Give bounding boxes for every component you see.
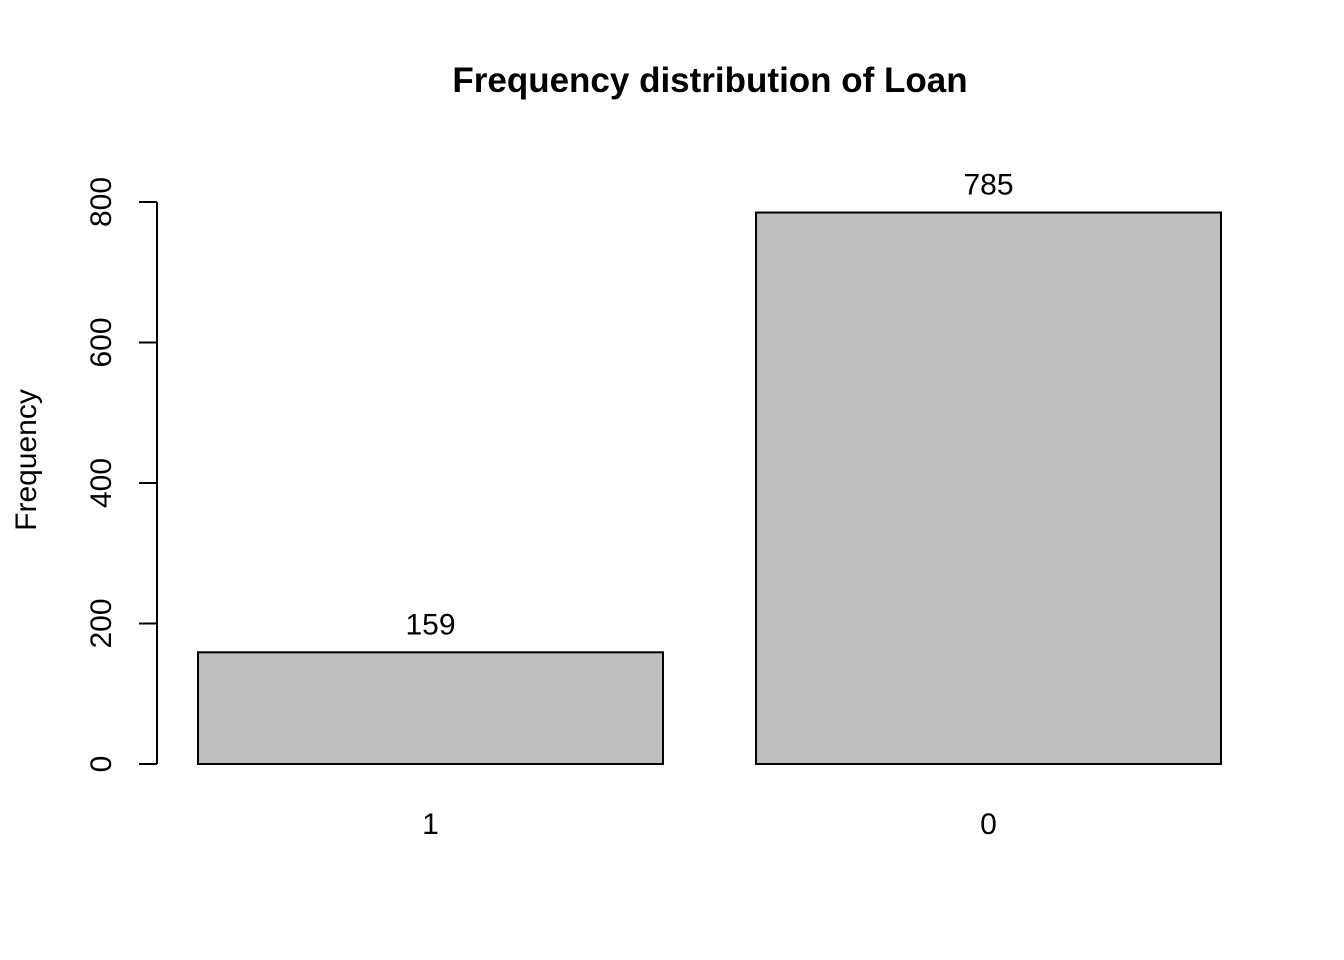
data-labels: 159 785 [405,169,1013,642]
bar-0 [755,211,1222,766]
category-label-1: 1 [422,808,439,841]
chart-title: Frequency distribution of Loan [452,61,967,100]
bar-1 [197,651,664,765]
y-tick-label: 0 [85,756,118,773]
y-axis: 0 200 400 600 800 [85,177,158,773]
data-label-1: 159 [405,608,455,641]
data-label-0: 785 [963,169,1013,202]
y-axis-label: Frequency [10,389,43,531]
y-tick-label: 800 [85,177,118,227]
category-label-0: 0 [980,808,997,841]
y-tick-label: 400 [85,458,118,508]
bars [197,211,1222,766]
y-tick-label: 200 [85,598,118,648]
y-tick-label: 600 [85,317,118,367]
